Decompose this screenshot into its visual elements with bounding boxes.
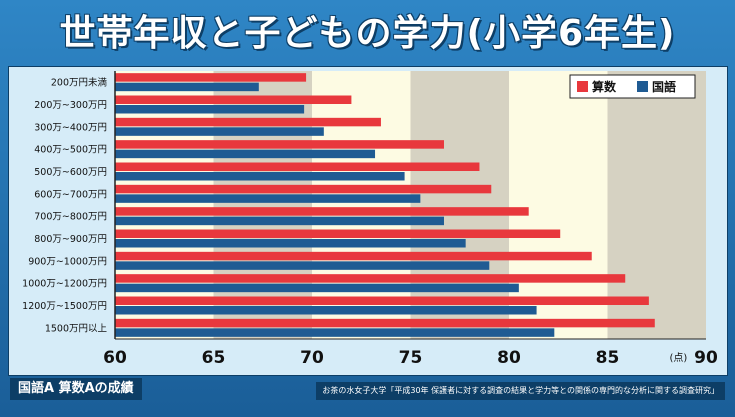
legend-swatch-math <box>577 81 588 92</box>
legend-swatch-japanese <box>637 81 648 92</box>
bar-math <box>115 140 444 149</box>
bar-math <box>115 296 649 305</box>
x-tick-label: 80 <box>497 348 521 368</box>
bar-math <box>115 207 529 216</box>
background-band <box>115 71 214 339</box>
bar-math <box>115 229 561 238</box>
unit-label: (点) <box>670 352 688 364</box>
bar-japanese <box>115 306 537 315</box>
x-tick-label: 65 <box>202 348 226 368</box>
bar-math <box>115 274 626 283</box>
bar-math <box>115 318 655 328</box>
legend-label-math: 算数 <box>592 79 617 94</box>
bar-japanese <box>115 216 444 226</box>
category-label: 400万~500万円 <box>34 145 107 156</box>
bar-japanese <box>115 194 421 203</box>
bar-japanese <box>115 261 490 270</box>
category-label: 700万~800万円 <box>34 212 107 223</box>
bar-japanese <box>115 283 519 293</box>
x-tick-label: 90 <box>694 348 718 368</box>
bar-math <box>115 184 492 194</box>
x-tick-label: 75 <box>399 348 423 368</box>
x-tick-label: 60 <box>103 348 127 368</box>
bar-math <box>115 95 352 104</box>
bar-math <box>115 251 592 261</box>
category-label: 800万~900万円 <box>34 234 107 245</box>
bar-japanese <box>115 172 405 181</box>
bar-japanese <box>115 127 324 136</box>
subtitle-label: 国語A 算数Aの成績 <box>10 378 142 400</box>
chart: 200万円未満 200万~300万円 300万~400万円 400万~500万円 500… <box>22 71 718 368</box>
x-tick-label: 70 <box>300 348 324 368</box>
category-label: 1500万円以上 <box>45 323 108 334</box>
bar-japanese <box>115 149 376 159</box>
background-band <box>410 71 509 339</box>
x-tick-label: 85 <box>596 348 620 368</box>
bar-math <box>115 73 307 82</box>
category-label: 600万~700万円 <box>34 189 107 200</box>
bar-math <box>115 117 381 127</box>
background-band <box>509 71 608 339</box>
bar-japanese <box>115 105 305 114</box>
bar-japanese <box>115 328 555 337</box>
background-band <box>607 71 706 339</box>
chart-panel: 200万円未満 200万~300万円 300万~400万円 400万~500万円 500… <box>8 66 728 376</box>
category-label: 1200万~1500万円 <box>22 301 107 312</box>
source-note: お茶の水女子大学「平成30年 保護者に対する調査の結果と学力等との関係の専門的な… <box>316 382 725 400</box>
background-band <box>312 71 411 339</box>
legend-label-japanese: 国語 <box>652 79 676 94</box>
category-label: 200万~300万円 <box>34 100 107 111</box>
category-label: 1000万~1200万円 <box>22 279 107 290</box>
background-band <box>213 71 312 339</box>
category-label: 500万~600万円 <box>34 167 107 178</box>
legend-box <box>569 74 696 99</box>
category-label: 200万円未満 <box>51 77 108 89</box>
bar-math <box>115 162 480 171</box>
category-label: 900万~1000万円 <box>28 256 107 267</box>
bar-japanese <box>115 82 259 92</box>
page-title: 世帯年収と子どもの学力(小学6年生) <box>59 13 676 54</box>
bar-japanese <box>115 239 466 248</box>
category-label: 300万~400万円 <box>34 122 107 133</box>
